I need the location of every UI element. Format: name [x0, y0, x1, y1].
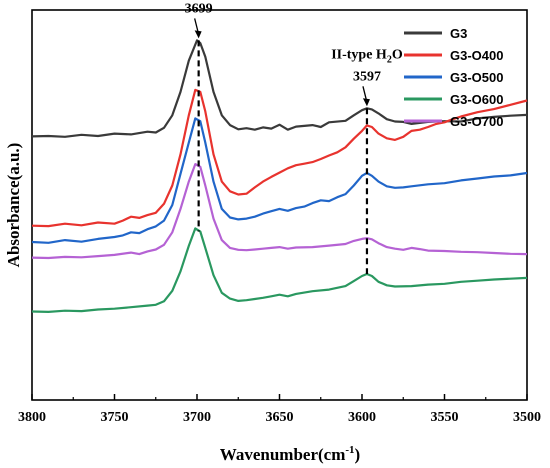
- y-axis-title: Absorbance(a.u.): [4, 143, 23, 268]
- x-tick-label-4: 3600: [348, 410, 376, 425]
- legend-label-0: G3: [450, 26, 467, 41]
- x-tick-label-6: 3500: [513, 410, 541, 425]
- peak-arrowhead-1: [362, 98, 370, 107]
- plot-frame: [31, 9, 528, 401]
- legend-label-3: G3-O600: [450, 92, 503, 107]
- series-line-0: [31, 39, 528, 138]
- peak-value-label-1: 3597: [353, 69, 381, 84]
- legend-label-2: G3-O500: [450, 70, 503, 85]
- peak-value-label-0: 3699: [185, 1, 213, 16]
- legend: G3 G3-O400 G3-O500 G3-O600 G3-O700: [404, 26, 503, 129]
- series-layer: [31, 39, 528, 313]
- peak-arrowhead-0: [194, 30, 202, 39]
- x-tick-label-0: 3800: [18, 410, 46, 425]
- series-line-3: [31, 227, 528, 313]
- series-line-1: [31, 88, 528, 228]
- legend-label-1: G3-O400: [450, 48, 503, 63]
- legend-label-4: G3-O700: [450, 114, 503, 129]
- peak-type-label-1: II-type H2O: [331, 47, 403, 65]
- x-tick-label-1: 3750: [101, 410, 129, 425]
- x-axis-title: Wavenumber(cm-1): [220, 444, 360, 464]
- x-tick-label-2: 3700: [183, 410, 211, 425]
- x-tick-label-3: 3650: [266, 410, 294, 425]
- series-line-4: [31, 163, 528, 260]
- x-axis: 3800 3750 3700 3650 3600 3550 3500: [18, 394, 541, 425]
- x-tick-label-5: 3550: [431, 410, 459, 425]
- series-line-2: [31, 117, 528, 244]
